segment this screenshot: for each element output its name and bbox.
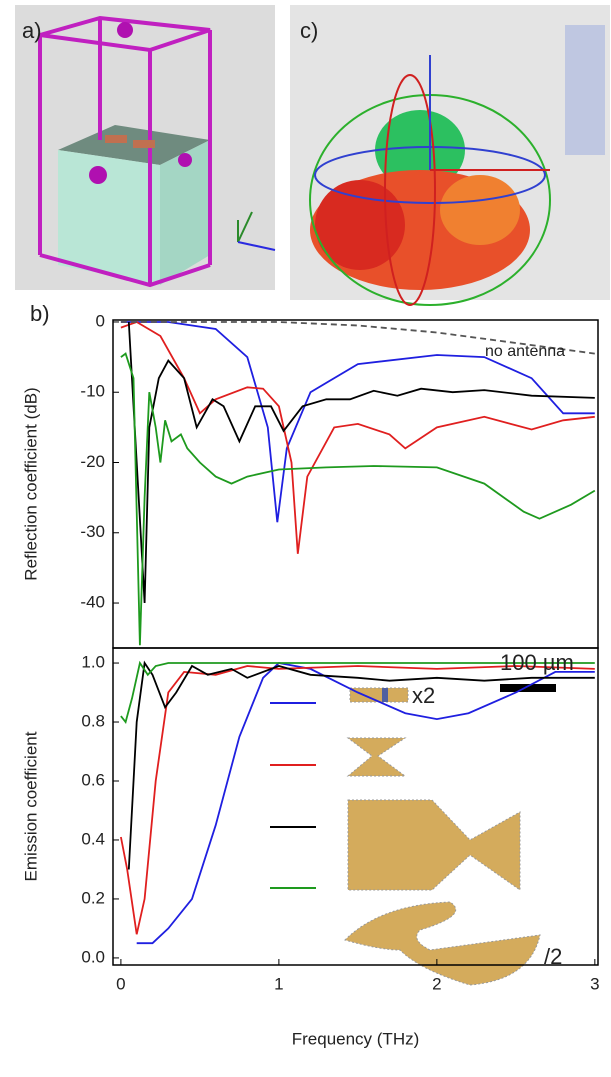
y-tick-label: -40 [80,593,105,612]
data-line [120,665,595,935]
y-tick-label: 0.4 [81,829,105,848]
radiation-pattern [309,25,605,306]
y-tick-label: 0 [96,311,105,330]
panel-label: a) [22,18,42,43]
y-axis-title: Reflection coefficient (dB) [21,387,40,580]
data-line [120,321,595,554]
annotation: 100 µm [500,650,574,675]
x-tick-label: 2 [432,974,441,993]
scale-bar [500,684,556,692]
data-line [136,662,595,945]
data-line [127,321,595,604]
antenna-images [344,687,541,986]
x-tick-label: 0 [116,974,125,993]
annotation: x2 [412,683,435,708]
y-tick-label: 1.0 [81,653,105,672]
data-line [120,321,595,523]
annotation: no antenna [485,343,565,360]
plot-frame [112,319,599,649]
antenna-gap [382,688,388,702]
y-tick-label: -10 [80,382,105,401]
data-line [120,321,595,355]
data-line [120,352,596,646]
panel-label: b) [30,301,50,326]
y-tick-label: -20 [80,452,105,471]
y-axis-title: Emission coefficient [21,731,40,881]
plot-frame [112,647,599,966]
y-tick-label: -30 [80,522,105,541]
data-line [127,660,595,870]
x-axis-title: Frequency (THz) [292,1029,420,1048]
x-tick-label: 3 [590,974,599,993]
y-tick-label: 0.8 [81,712,105,731]
panel-label: c) [300,18,318,43]
y-tick-label: 0.6 [81,770,105,789]
y-tick-label: 0.2 [81,888,105,907]
antenna-model [38,15,276,288]
data-line [120,660,595,724]
x-tick-label: 1 [274,974,283,993]
annotation: /2 [544,944,562,969]
y-tick-label: 0.0 [81,947,105,966]
